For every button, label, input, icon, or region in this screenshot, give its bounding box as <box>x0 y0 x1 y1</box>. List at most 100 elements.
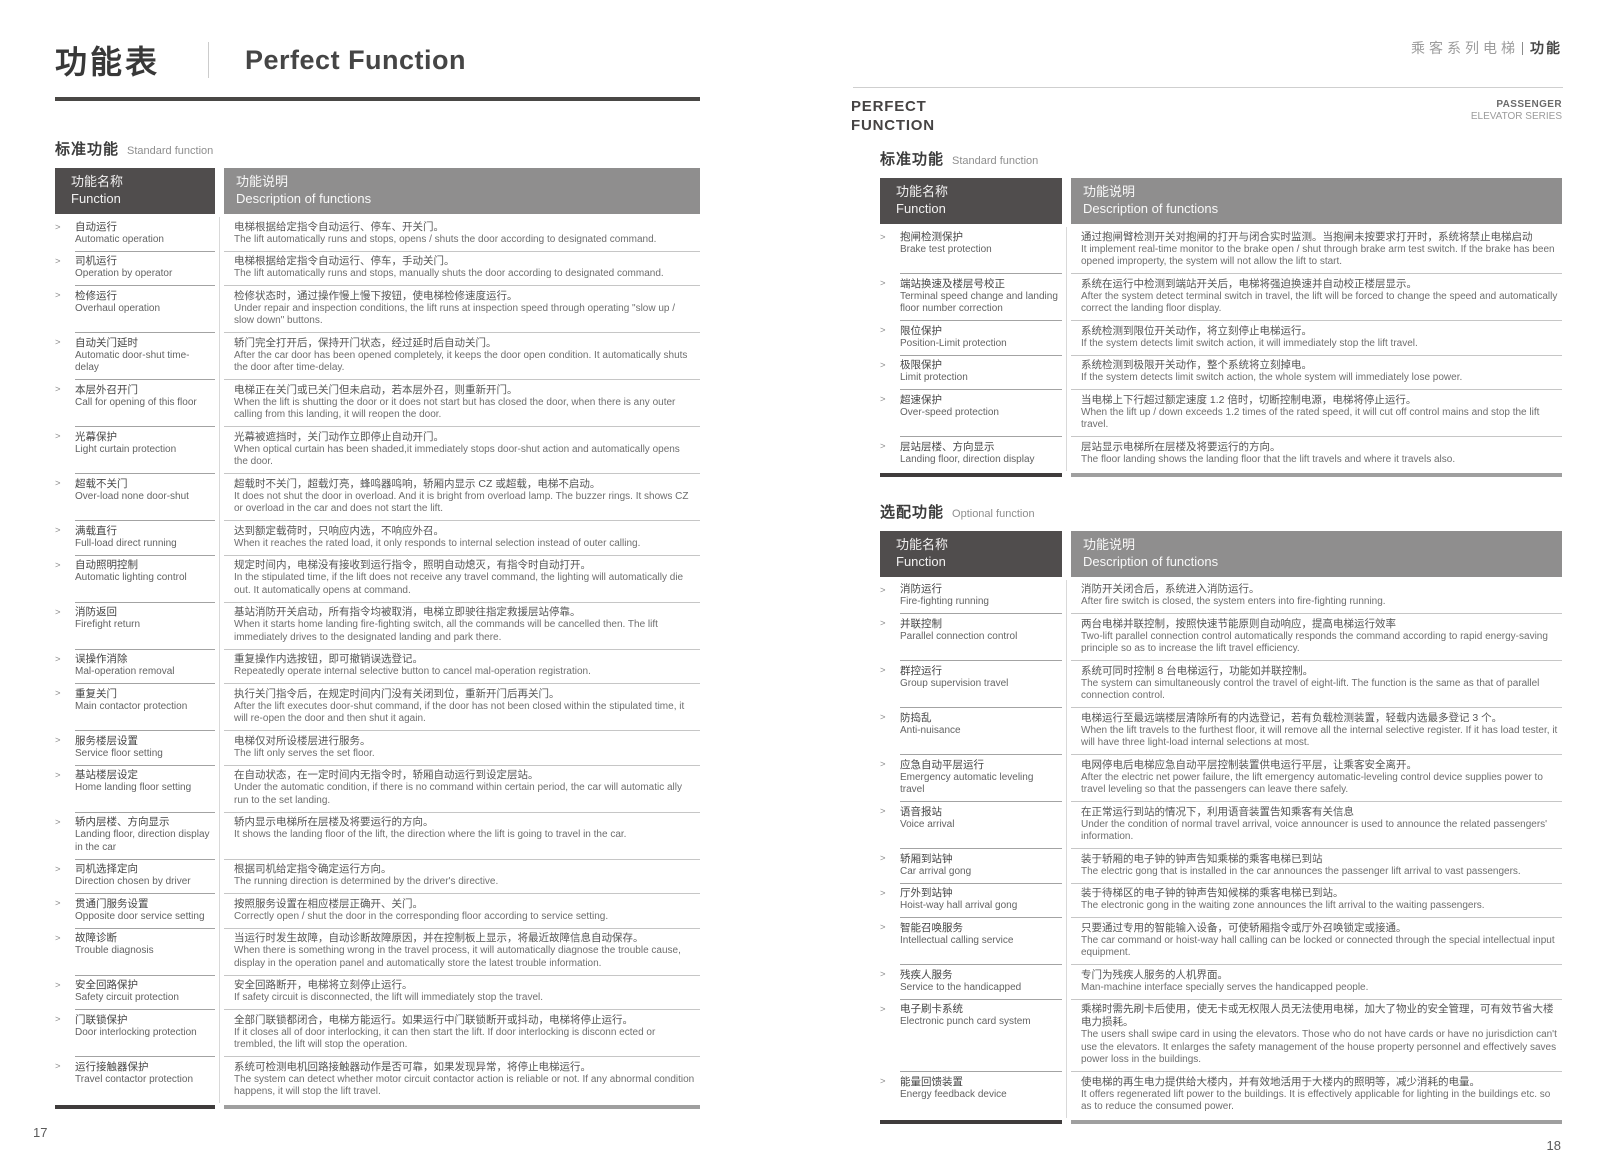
function-name-zh: 自动照明控制 <box>75 559 138 571</box>
function-desc-en: In the stipulated time, if the lift does… <box>234 572 684 596</box>
function-name-cell: > 光幕保护 Light curtain protection <box>55 426 215 473</box>
function-name-zh: 语音报站 <box>900 805 942 818</box>
header-description-cell: 功能说明 Description of functions <box>1071 178 1562 224</box>
function-name-cell: > 电子刷卡系统 Electronic punch card system <box>880 998 1062 1072</box>
function-description-cell: 全部门联锁都闭合，电梯方能运行。如果运行中门联锁断开或抖动，电梯将停止运行。 If… <box>224 1009 700 1056</box>
table-row: > 极限保护 Limit protection 系统检测到极限开关动作，整个系统将立刻… <box>880 354 1562 390</box>
function-desc-zh: 电梯根据给定指令自动运行、停车、开关门。 <box>234 220 444 233</box>
function-name-cell: > 门联锁保护 Door interlocking protection <box>55 1009 215 1056</box>
function-desc-en: After fire switch is closed, the system … <box>1081 596 1386 607</box>
function-description-cell: 轿门完全打开后，保持开门状态，经过延时后自动关门。 After the car d… <box>224 332 700 379</box>
section-title-zh: 选配功能 <box>880 503 945 521</box>
standard-function-table-right: 功能名称 Function 功能说明 Description of functi… <box>880 178 1562 477</box>
function-name-cell: > 限位保护 Position-Limit protection <box>880 320 1062 355</box>
function-description-cell: 专门为残疾人服务的人机界面。 Man-machine interface spec… <box>1071 964 1562 999</box>
function-desc-zh: 按照服务设置在相应楼层正确开、关门。 <box>234 897 423 910</box>
function-description-cell: 当电梯上下行超过额定速度 1.2 倍时，切断控制电源，电梯将停止运行。 When … <box>1071 389 1562 436</box>
function-desc-zh: 轿门完全打开后，保持开门状态，经过延时后自动关门。 <box>234 336 497 349</box>
table-row: > 消防运行 Fire-fighting running 消防开关闭合后，系统进入消防… <box>880 579 1562 614</box>
left-page-header: 功能表 Perfect Function <box>55 38 700 82</box>
function-name-en: Automatic door-shut time-delay <box>75 349 190 374</box>
chevron-marker: > <box>880 325 886 336</box>
function-description-cell: 光幕被遮挡时，关门动作立即停止自动开门。 When optical curtain… <box>224 426 700 473</box>
table-row: > 检修运行 Overhaul operation 检修状态时，通过操作慢上慢下按钮，… <box>55 285 700 332</box>
function-name-cell: > 服务楼层设置 Service floor setting <box>55 730 215 765</box>
title-rule <box>55 97 700 101</box>
table-row: > 并联控制 Parallel connection control 两台电梯并联控制… <box>880 613 1562 660</box>
function-name-en: Door interlocking protection <box>75 1026 197 1038</box>
function-desc-zh: 全部门联锁都闭合，电梯方能运行。如果运行中门联锁断开或抖动，电梯将停止运行。 <box>234 1013 633 1026</box>
chevron-marker: > <box>880 1003 886 1015</box>
table-row: > 超速保护 Over-speed protection 当电梯上下行超过额定速度 1… <box>880 389 1562 436</box>
function-description-cell: 根据司机给定指令确定运行方向。 The running direction is … <box>224 858 700 894</box>
function-desc-en: Under repair and inspection conditions, … <box>234 302 676 327</box>
function-description-cell: 系统在运行中检测到端站开关后，电梯将强迫换速并自动校正楼层显示。 After th… <box>1071 273 1562 320</box>
chevron-marker: > <box>55 559 61 571</box>
function-name-en: Opposite door service setting <box>75 910 205 922</box>
function-desc-zh: 层站显示电梯所在层楼及将要运行的方向。 <box>1081 440 1281 453</box>
function-name-cell: > 抱闸检测保护 Brake test protection <box>880 227 1062 273</box>
header-description-zh: 功能说明 <box>1083 536 1136 552</box>
table-row: > 超载不关门 Over-load none door-shut 超载时不关门，超载灯… <box>55 473 700 520</box>
function-name-zh: 本层外召开门 <box>75 383 138 396</box>
function-desc-en: It implement real-time monitor to the br… <box>1081 243 1555 268</box>
function-name-en: Service floor setting <box>75 747 163 759</box>
standard-function-table-left: 功能名称 Function 功能说明 Description of functi… <box>55 168 700 1109</box>
table-body: > 自动运行 Automatic operation 电梯根据给定指令自动运行、停车、… <box>55 217 700 1103</box>
function-desc-zh: 系统检测到限位开关动作，将立刻停止电梯运行。 <box>1081 324 1312 337</box>
chevron-marker: > <box>55 932 61 944</box>
section-title-zh: 标准功能 <box>880 151 945 168</box>
table-header: 功能名称 Function 功能说明 Description of functi… <box>880 530 1562 577</box>
function-name-zh: 司机选择定向 <box>75 863 138 875</box>
chevron-marker: > <box>880 232 886 243</box>
function-name-en: Brake test protection <box>900 243 992 255</box>
function-name-en: Fire-fighting running <box>900 596 989 607</box>
table-row: > 重复关门 Main contactor protection 执行关门指令后，在规… <box>55 683 700 730</box>
series-label-line2: ELEVATOR SERIES <box>1470 111 1562 122</box>
function-desc-zh: 乘梯时需先刷卡后使用，使无卡或无权限人员无法使用电梯，加大了物业的安全管理，可有… <box>1081 1003 1554 1028</box>
function-desc-en: Under the condition of normal travel arr… <box>1081 818 1548 843</box>
table-row: > 端站换速及楼层号校正 Terminal speed change and lan… <box>880 273 1562 320</box>
function-description-cell: 系统检测到限位开关动作，将立刻停止电梯运行。 If the system dete… <box>1071 320 1562 355</box>
function-name-cell: > 满载直行 Full-load direct running <box>55 520 215 555</box>
section-heading-standard-right: 标准功能 Standard function <box>880 148 1562 169</box>
function-name-zh: 厅外到站钟 <box>900 887 953 899</box>
chevron-marker: > <box>880 969 886 980</box>
corner-header: 乘客系列电梯 功能 <box>1411 38 1562 58</box>
header-function-en: Function <box>896 553 946 569</box>
function-description-cell: 在自动状态，在一定时间内无指令时，轿厢自动运行到设定层站。 Under the a… <box>224 764 700 812</box>
function-name-zh: 基站楼层设定 <box>75 769 138 781</box>
function-desc-zh: 两台电梯并联控制，按照快速节能原则自动响应，提高电梯运行效率 <box>1081 617 1396 630</box>
chevron-marker: > <box>55 222 61 233</box>
function-name-zh: 消防返回 <box>75 606 117 618</box>
function-desc-zh: 当运行时发生故障，自动诊断故障原因，并在控制板上显示，将最近故障信息自动保存。 <box>234 932 644 944</box>
function-name-cell: > 自动照明控制 Automatic lighting control <box>55 554 215 602</box>
function-name-cell: > 司机运行 Operation by operator <box>55 250 215 286</box>
function-name-zh: 安全回路保护 <box>75 979 138 991</box>
function-description-cell: 规定时间内，电梯没有接收到运行指令，照明自动熄灭，有指令时自动打开。 In the… <box>224 554 700 602</box>
function-name-en: Travel contactor protection <box>75 1073 194 1085</box>
function-name-zh: 满载直行 <box>75 524 117 537</box>
function-name-en: Light curtain protection <box>75 443 177 455</box>
function-name-en: Service to the handicapped <box>900 981 1022 993</box>
function-desc-en: When it starts home landing fire-fightin… <box>234 619 658 643</box>
section-title-en: Standard function <box>952 155 1039 167</box>
function-desc-zh: 装于轿厢的电子钟的钟声告知乘梯的乘客电梯已到站 <box>1081 852 1323 865</box>
function-name-zh: 群控运行 <box>900 664 942 677</box>
function-name-cell: > 运行接触器保护 Travel contactor protection <box>55 1056 215 1103</box>
function-description-cell: 检修状态时，通过操作慢上慢下按钮，使电梯检修速度运行。 Under repair … <box>224 285 700 332</box>
function-name-en: Electronic punch card system <box>900 1016 1031 1027</box>
function-name-en: Automatic operation <box>75 233 164 245</box>
right-page-title: PERFECT FUNCTION <box>851 97 935 135</box>
function-desc-zh: 只要通过专用的智能输入设备，可使轿厢指令或厅外召唤锁定或接通。 <box>1081 921 1407 934</box>
function-name-cell: > 应急自动平层运行 Emergency automatic leveling tr… <box>880 754 1062 801</box>
function-description-cell: 重复操作内选按钮，即可撤销误选登记。 Repeatedly operate int… <box>224 648 700 684</box>
function-desc-en: If it closes all of door interlocking, i… <box>234 1026 656 1051</box>
function-name-en: Home landing floor setting <box>75 782 192 793</box>
function-name-zh: 服务楼层设置 <box>75 734 138 747</box>
function-desc-zh: 检修状态时，通过操作慢上慢下按钮，使电梯检修速度运行。 <box>234 289 518 302</box>
function-desc-en: The lift only serves the set floor. <box>234 747 375 759</box>
function-name-en: Safety circuit protection <box>75 992 179 1003</box>
function-name-en: Voice arrival <box>900 818 955 830</box>
table-row: > 消防返回 Firefight return 基站消防开关启动，所有指令均被取消，电… <box>55 601 700 649</box>
